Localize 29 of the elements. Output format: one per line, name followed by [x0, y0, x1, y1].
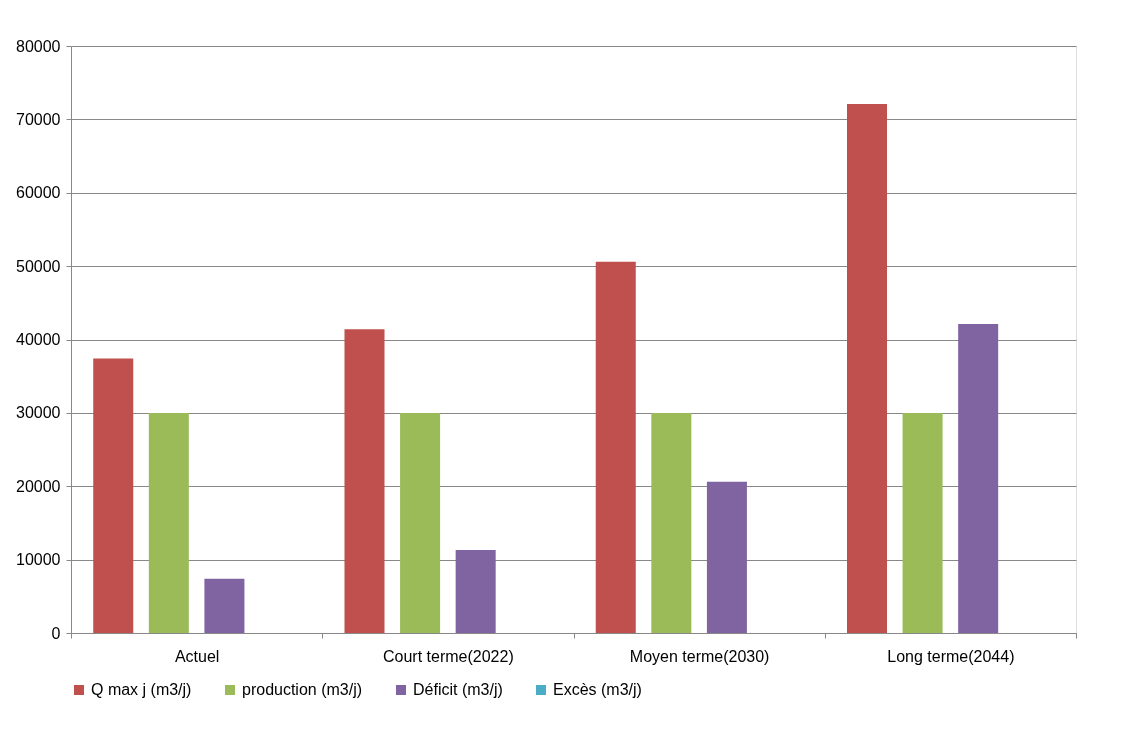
legend-label: Excès (m3/j)	[553, 681, 642, 698]
bar	[400, 412, 441, 633]
legend-label: production (m3/j)	[242, 681, 363, 698]
legend-label: Q max j (m3/j)	[91, 681, 192, 698]
x-tick-label: Long terme(2044)	[887, 647, 1015, 665]
y-tick-label: 30000	[16, 404, 61, 422]
bar	[93, 358, 134, 633]
y-tick-label: 40000	[16, 331, 61, 348]
x-tick-label: Actuel	[174, 647, 220, 665]
y-tick-label: 10000	[16, 551, 61, 569]
y-tick-label: 20000	[16, 477, 61, 495]
bar	[651, 412, 692, 633]
bar	[344, 329, 385, 633]
x-tick-label: Moyen terme(2030)	[629, 647, 770, 665]
bar	[902, 412, 943, 633]
bar	[455, 550, 496, 633]
y-tick-label: 70000	[16, 110, 61, 128]
bar	[958, 324, 999, 633]
bar	[846, 103, 888, 633]
bar	[706, 481, 747, 633]
bar	[595, 261, 636, 633]
y-tick-label: 50000	[16, 257, 61, 275]
y-tick-label: 80000	[16, 37, 61, 55]
bar	[204, 578, 245, 633]
y-tick-label: 60000	[16, 184, 61, 202]
bar	[148, 412, 189, 633]
y-tick-label: 0	[51, 624, 61, 642]
legend-label: Déficit (m3/j)	[413, 681, 503, 698]
x-tick-label: Court terme(2022)	[383, 647, 514, 665]
